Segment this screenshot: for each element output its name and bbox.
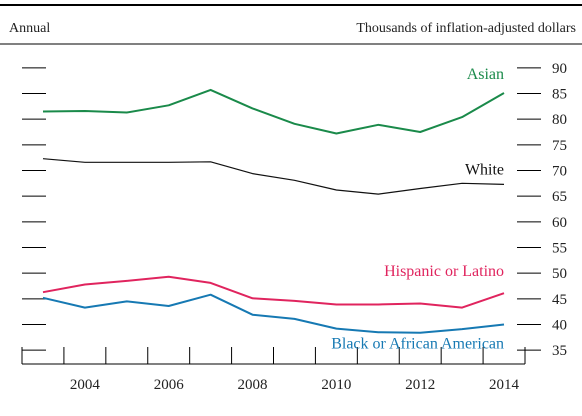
x-tick-label: 2008 xyxy=(238,377,268,393)
y-tick-label: 75 xyxy=(552,138,567,154)
x-tick-label: 2014 xyxy=(489,377,520,393)
y-axis-tick-labels: 35 40 45 50 55 60 65 70 75 80 85 90 xyxy=(552,61,567,359)
series-label-white: White xyxy=(465,161,504,178)
y-tick-label: 85 xyxy=(552,87,567,103)
series-labels: Asian White Hispanic or Latino Black or Afr… xyxy=(331,66,504,353)
y-tick-label: 70 xyxy=(552,164,567,180)
y-tick-label: 60 xyxy=(552,215,567,231)
y-tick-label: 45 xyxy=(552,292,567,308)
series-label-black-or-african-american: Black or African American xyxy=(331,336,504,353)
x-tick-label: 2006 xyxy=(154,377,185,393)
y-tick-label: 50 xyxy=(552,266,567,282)
series-line-white xyxy=(42,158,505,195)
y-tick-label: 80 xyxy=(552,112,567,128)
y-tick-label: 65 xyxy=(552,189,567,205)
series-label-asian: Asian xyxy=(467,66,504,83)
left-tick-marks xyxy=(22,67,46,351)
series-lines xyxy=(42,88,505,334)
x-tick-label: 2012 xyxy=(405,377,435,393)
series-line-asian xyxy=(42,88,505,135)
series-line-black-or-african-american xyxy=(42,293,505,334)
right-tick-marks xyxy=(517,67,541,351)
y-tick-label: 90 xyxy=(552,61,567,77)
x-axis-tick-labels: 2004 2006 2008 2010 2012 2014 xyxy=(70,377,520,393)
series-label-hispanic-or-latino: Hispanic or Latino xyxy=(384,263,504,280)
y-tick-label: 55 xyxy=(552,241,567,257)
y-tick-label: 35 xyxy=(552,343,567,359)
x-tick-label: 2004 xyxy=(70,377,101,393)
series-line-hispanic-or-latino xyxy=(42,275,505,309)
frequency-label: Annual xyxy=(9,21,50,36)
x-tick-label: 2010 xyxy=(321,377,351,393)
y-tick-label: 40 xyxy=(552,318,567,334)
unit-label: Thousands of inflation-adjusted dollars xyxy=(356,21,576,36)
x-axis-tick-marks xyxy=(21,347,526,364)
